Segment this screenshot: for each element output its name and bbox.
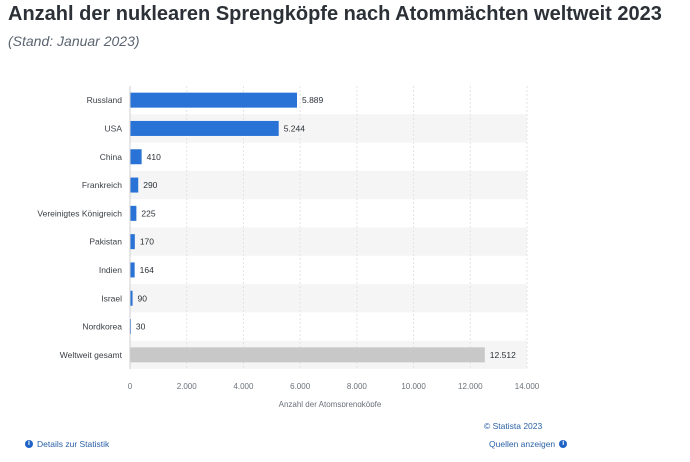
value-label-weltweit-gesamt: 12.512 xyxy=(490,350,516,360)
value-label-israel: 90 xyxy=(138,293,148,303)
category-label-vereinigtes-koenigreich: Vereinigtes Königreich xyxy=(37,208,122,218)
x-tick-label: 4.000 xyxy=(233,382,254,391)
category-label-china: China xyxy=(100,152,122,162)
bar-pakistan xyxy=(130,234,135,250)
page-title: Anzahl der nuklearen Sprengköpfe nach At… xyxy=(8,3,662,25)
x-tick-label: 10.000 xyxy=(401,382,426,391)
bar-frankreich xyxy=(130,177,139,193)
sources-link[interactable]: Quellen anzeigen i xyxy=(489,439,568,449)
value-label-usa: 5.244 xyxy=(284,123,306,133)
x-tick-label: 6.000 xyxy=(290,382,311,391)
x-tick-label: 0 xyxy=(128,382,133,391)
bar-chart: Russland 5.889 USA 5.244 China 410 Frankreich 2… xyxy=(37,86,540,407)
bar-israel xyxy=(130,290,133,306)
value-label-indien: 164 xyxy=(140,265,154,275)
x-tick-label: 12.000 xyxy=(458,382,483,391)
x-axis-title: Anzahl der Atomsprengköpfe xyxy=(279,400,382,407)
bar-china xyxy=(130,149,142,165)
row-stripe xyxy=(130,170,527,200)
category-label-weltweit-gesamt: Weltweit gesamt xyxy=(60,350,123,360)
category-label-usa: USA xyxy=(105,123,123,133)
bar-weltweit-gesamt xyxy=(130,347,485,363)
x-tick-label: 14.000 xyxy=(515,382,540,391)
details-link-label: Details zur Statistik xyxy=(37,439,110,449)
category-label-nordkorea: Nordkorea xyxy=(82,322,122,332)
value-label-russland: 5.889 xyxy=(302,95,324,105)
info-icon: i xyxy=(559,440,568,448)
value-label-frankreich: 290 xyxy=(143,180,157,190)
sources-link-label: Quellen anzeigen xyxy=(489,439,556,449)
value-label-china: 410 xyxy=(147,152,161,162)
copyright-link[interactable]: © Statista 2023 xyxy=(484,421,542,431)
bar-indien xyxy=(130,262,135,278)
x-tick-label: 2.000 xyxy=(177,382,198,391)
row-stripe xyxy=(130,284,527,313)
category-label-pakistan: Pakistan xyxy=(89,237,122,247)
details-link[interactable]: i Details zur Statistik xyxy=(25,439,109,449)
info-icon: i xyxy=(25,440,33,448)
value-label-vereinigtes-koenigreich: 225 xyxy=(141,208,155,218)
category-label-indien: Indien xyxy=(99,265,122,275)
copyright-text: © Statista 2023 xyxy=(484,421,543,431)
x-tick-label: 8.000 xyxy=(347,382,368,391)
bar-russland xyxy=(130,92,297,108)
category-label-israel: Israel xyxy=(101,293,122,303)
page-subtitle: (Stand: Januar 2023) xyxy=(8,33,140,49)
category-label-russland: Russland xyxy=(87,95,123,105)
row-stripe xyxy=(130,227,527,256)
category-label-frankreich: Frankreich xyxy=(82,180,122,190)
value-label-pakistan: 170 xyxy=(140,237,154,247)
bar-usa xyxy=(130,120,279,136)
value-label-nordkorea: 30 xyxy=(136,322,146,332)
bar-vereinigtes-koenigreich xyxy=(130,205,137,221)
